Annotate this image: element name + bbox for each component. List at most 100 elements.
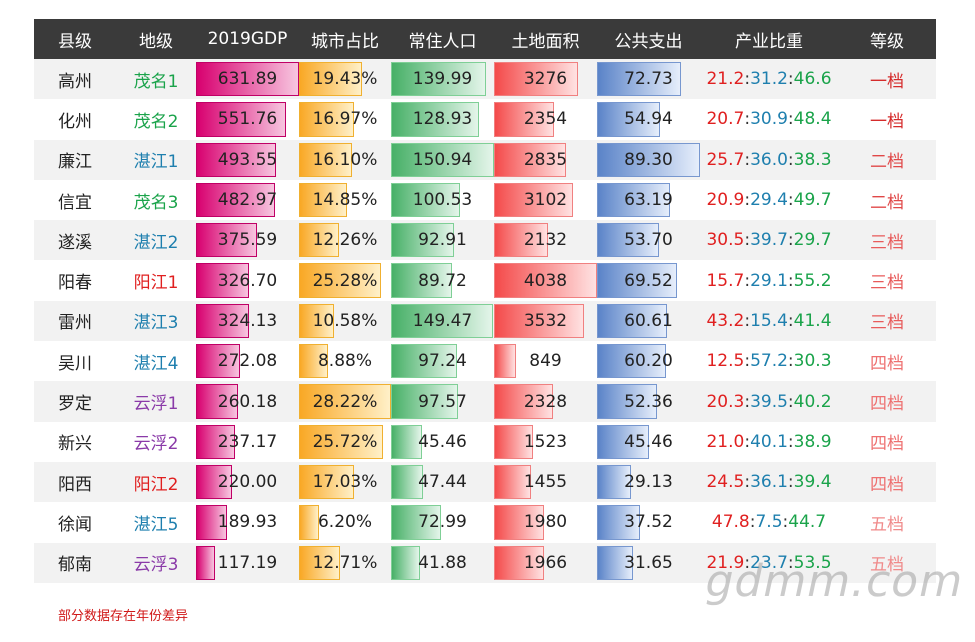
public-spending-value: 54.94: [624, 109, 673, 130]
population-bar: [391, 142, 494, 177]
grade-label: 二档: [870, 192, 904, 213]
county-name: 廉江: [58, 152, 92, 173]
industry-structure: 12.5:57.2:30.3: [700, 341, 838, 381]
grade-label: 四档: [870, 394, 904, 415]
header-county: 县级: [58, 31, 92, 52]
industry-share-3: 55.2: [793, 270, 832, 291]
gdp-bar: [196, 424, 235, 459]
table-row: 吴川 湛江4 272.08 8.88% 97.24 849 60.20 12.5:57.2:3…: [34, 341, 936, 382]
population-cell: 150.94: [391, 140, 494, 180]
grade-label: 一档: [870, 71, 904, 92]
urban-ratio-bar: [299, 223, 339, 258]
population-cell: 97.24: [391, 341, 494, 381]
population-cell: 41.88: [391, 543, 494, 583]
public-spending-bar: [597, 263, 678, 298]
gdp-value: 260.18: [217, 391, 278, 412]
header-ratio: 城市占比: [311, 31, 379, 52]
industry-structure: 21.9:23.7:53.5: [700, 543, 838, 583]
industry-share-2: 57.2: [750, 351, 788, 372]
urban-ratio-value: 17.03%: [312, 472, 378, 493]
industry-separator: :: [787, 149, 794, 170]
table-row: 高州 茂名1 631.89 19.43% 139.99 3276 72.73 21.2:31.…: [34, 59, 936, 100]
land-area-value: 2328: [523, 391, 568, 412]
public-spending-value: 52.36: [624, 391, 673, 412]
industry-share-3: 29.7: [793, 230, 832, 251]
prefecture-name: 云浮1: [133, 394, 179, 415]
industry-separator: :: [787, 310, 794, 331]
industry-share-3: 48.4: [793, 109, 832, 130]
gdp-bar: [196, 303, 249, 339]
urban-ratio-value: 8.88%: [317, 351, 372, 372]
urban-ratio-bar: [299, 384, 391, 419]
urban-ratio-value: 14.85%: [312, 190, 378, 211]
land-area-bar: [494, 142, 567, 177]
land-area-bar: [494, 424, 533, 459]
industry-share-2: 40.1: [750, 431, 788, 452]
industry-share-1: 21.9: [706, 552, 745, 573]
industry-share-2: 7.5: [755, 512, 783, 533]
urban-ratio-cell: 14.85%: [299, 180, 391, 220]
population-value: 97.57: [418, 391, 467, 412]
land-area-bar: [494, 223, 549, 258]
industry-separator: :: [744, 149, 751, 170]
public-spending-cell: 63.19: [597, 180, 700, 220]
industry-separator: :: [744, 310, 751, 331]
industry-separator: :: [787, 69, 794, 90]
population-cell: 92.91: [391, 220, 494, 260]
land-area-cell: 3532: [494, 301, 597, 341]
urban-ratio-cell: 28.22%: [299, 381, 391, 421]
gdp-value: 551.76: [217, 109, 278, 130]
urban-ratio-cell: 25.28%: [299, 260, 391, 300]
gdp-cell: 117.19: [196, 543, 299, 583]
public-spending-bar: [597, 142, 700, 177]
industry-separator: :: [787, 391, 794, 412]
public-spending-value: 72.73: [624, 69, 673, 90]
urban-ratio-bar: [299, 505, 320, 540]
gdp-value: 493.55: [217, 149, 278, 170]
industry-share-2: 39.7: [750, 230, 788, 251]
urban-ratio-value: 6.20%: [317, 512, 372, 533]
gdp-cell: 260.18: [196, 381, 299, 421]
land-area-cell: 2354: [494, 99, 597, 139]
gdp-bar: [196, 102, 286, 137]
industry-share-1: 25.7: [706, 149, 745, 170]
gdp-bar: [196, 344, 241, 379]
population-value: 139.99: [412, 69, 473, 90]
population-cell: 128.93: [391, 99, 494, 139]
land-area-value: 1980: [523, 512, 568, 533]
county-name: 信宜: [58, 192, 92, 213]
table-row: 雷州 湛江3 324.13 10.58% 149.47 3532 60.61 43.2:15.…: [34, 300, 936, 342]
industry-separator: :: [744, 69, 751, 90]
land-area-bar: [494, 464, 532, 500]
population-cell: 100.53: [391, 180, 494, 220]
gdp-cell: 551.76: [196, 99, 299, 139]
land-area-value: 2835: [523, 149, 568, 170]
population-cell: 47.44: [391, 462, 494, 502]
public-spending-value: 89.30: [624, 149, 673, 170]
header-gdp: 2019GDP: [207, 29, 288, 49]
public-spending-cell: 89.30: [597, 140, 700, 180]
gdp-cell: 326.70: [196, 260, 299, 300]
public-spending-value: 37.52: [624, 512, 673, 533]
table-row: 遂溪 湛江2 375.59 12.26% 92.91 2132 53.70 30.5:39.7…: [34, 220, 936, 261]
table-row: 郁南 云浮3 117.19 12.71% 41.88 1966 31.65 21.9:23.7…: [34, 542, 936, 583]
industry-share-2: 29.1: [750, 270, 788, 291]
prefecture-name: 阳江2: [133, 474, 179, 495]
gdp-value: 324.13: [217, 310, 278, 331]
prefecture-name: 阳江1: [133, 273, 179, 294]
prefecture-name: 茂名1: [133, 71, 179, 92]
industry-share-1: 21.0: [706, 431, 745, 452]
gdp-cell: 237.17: [196, 422, 299, 462]
land-area-cell: 2328: [494, 381, 597, 421]
county-name: 阳春: [58, 273, 92, 294]
gdp-value: 117.19: [217, 552, 278, 573]
table-row: 徐闻 湛江5 189.93 6.20% 72.99 1980 37.52 47.8:7.5:4…: [34, 502, 936, 543]
public-spending-cell: 60.20: [597, 341, 700, 381]
industry-structure: 15.7:29.1:55.2: [700, 260, 838, 300]
industry-structure: 21.0:40.1:38.9: [700, 422, 838, 462]
public-spending-value: 60.20: [624, 351, 673, 372]
urban-ratio-value: 12.71%: [312, 552, 378, 573]
population-bar: [391, 182, 460, 218]
land-area-bar: [494, 505, 545, 540]
county-table: 县级 地级 2019GDP 城市占比 常住人口 土地面积 公共支出 产业比重 等…: [34, 19, 936, 583]
